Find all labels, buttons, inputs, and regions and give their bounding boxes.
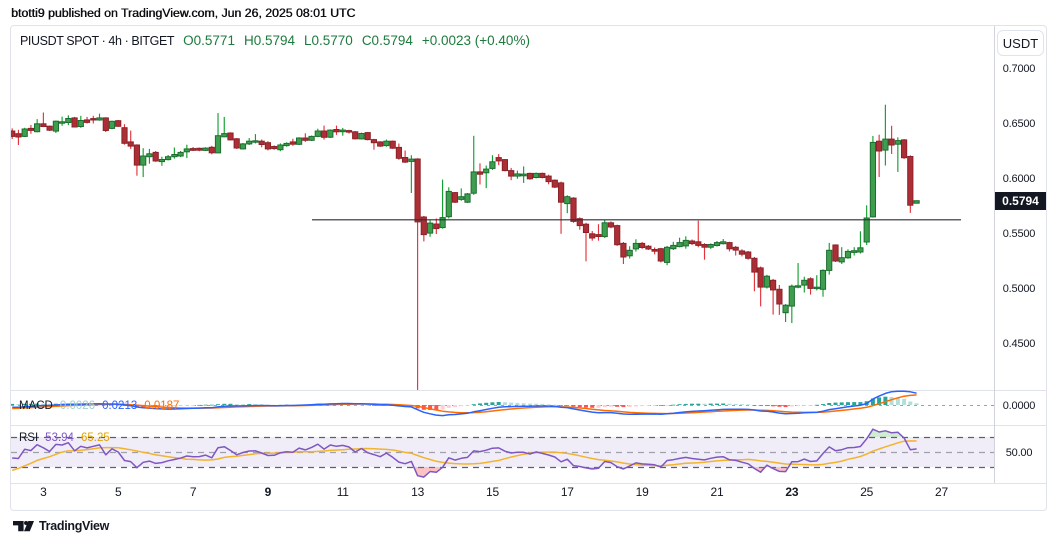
symbol-legend: PIUSDT SPOT · 4h · BITGET O0.5771 H0.5794 L… — [20, 33, 530, 48]
svg-text:5: 5 — [115, 485, 122, 499]
ohlc-change: +0.0023 (+0.40%) — [421, 33, 530, 48]
currency-unit-button[interactable]: USDT — [997, 30, 1044, 56]
svg-text:0.6500: 0.6500 — [1003, 118, 1036, 130]
svg-text:0.4500: 0.4500 — [1003, 338, 1036, 350]
svg-text:9: 9 — [265, 485, 272, 499]
rsi-ma-value: 65.25 — [80, 432, 110, 444]
svg-text:0.5000: 0.5000 — [1003, 283, 1036, 295]
last-price-label: 0.5794 — [995, 191, 1046, 210]
svg-text:27: 27 — [935, 485, 948, 499]
macd-legend: MACD 0.0026 0.0213 0.0187 — [19, 398, 179, 412]
svg-text:17: 17 — [561, 485, 574, 499]
svg-text:0.6000: 0.6000 — [1003, 173, 1036, 185]
rsi-legend: RSI 53.94 65.25 — [19, 430, 110, 444]
svg-text:15: 15 — [486, 485, 499, 499]
publish-info: btotti9 published on TradingView.com, Ju… — [11, 6, 356, 20]
svg-text:0.5500: 0.5500 — [1003, 228, 1036, 240]
svg-text:25: 25 — [860, 485, 873, 499]
brand-text: TradingView — [39, 519, 110, 533]
ohlc-high: H0.5794 — [243, 33, 295, 48]
svg-text:19: 19 — [636, 485, 649, 499]
svg-text:23: 23 — [785, 485, 798, 499]
chart-frame: 0.7000 0.6500 0.6000 0.5500 0.5000 0.4500 0.00… — [10, 25, 1047, 511]
ohlc-low: L0.5770 — [304, 33, 353, 48]
svg-text:13: 13 — [411, 485, 424, 499]
tradingview-logo-icon — [13, 520, 34, 531]
footer-brand[interactable]: TradingView — [13, 519, 109, 533]
ohlc-close: C0.5794 — [361, 33, 413, 48]
macd-signal-value: 0.0187 — [144, 400, 180, 412]
macd-hist-value: 0.0026 — [59, 400, 96, 412]
chart-canvas[interactable]: 0.7000 0.6500 0.6000 0.5500 0.5000 0.4500 0.00… — [11, 26, 1046, 510]
symbol-title[interactable]: PIUSDT SPOT · 4h · BITGET — [20, 34, 175, 48]
macd-title[interactable]: MACD — [19, 400, 53, 412]
svg-text:7: 7 — [190, 485, 197, 499]
macd-value: 0.0213 — [102, 400, 138, 412]
svg-text:50.00: 50.00 — [1006, 447, 1033, 459]
svg-text:3: 3 — [40, 485, 47, 499]
svg-text:21: 21 — [711, 485, 724, 499]
rsi-value: 53.94 — [45, 432, 74, 444]
ohlc-open: O0.5771 — [183, 33, 235, 48]
svg-text:0.7000: 0.7000 — [1003, 63, 1036, 75]
rsi-title[interactable]: RSI — [19, 432, 39, 444]
svg-text:11: 11 — [337, 485, 350, 499]
svg-text:0.0000: 0.0000 — [1003, 400, 1036, 412]
